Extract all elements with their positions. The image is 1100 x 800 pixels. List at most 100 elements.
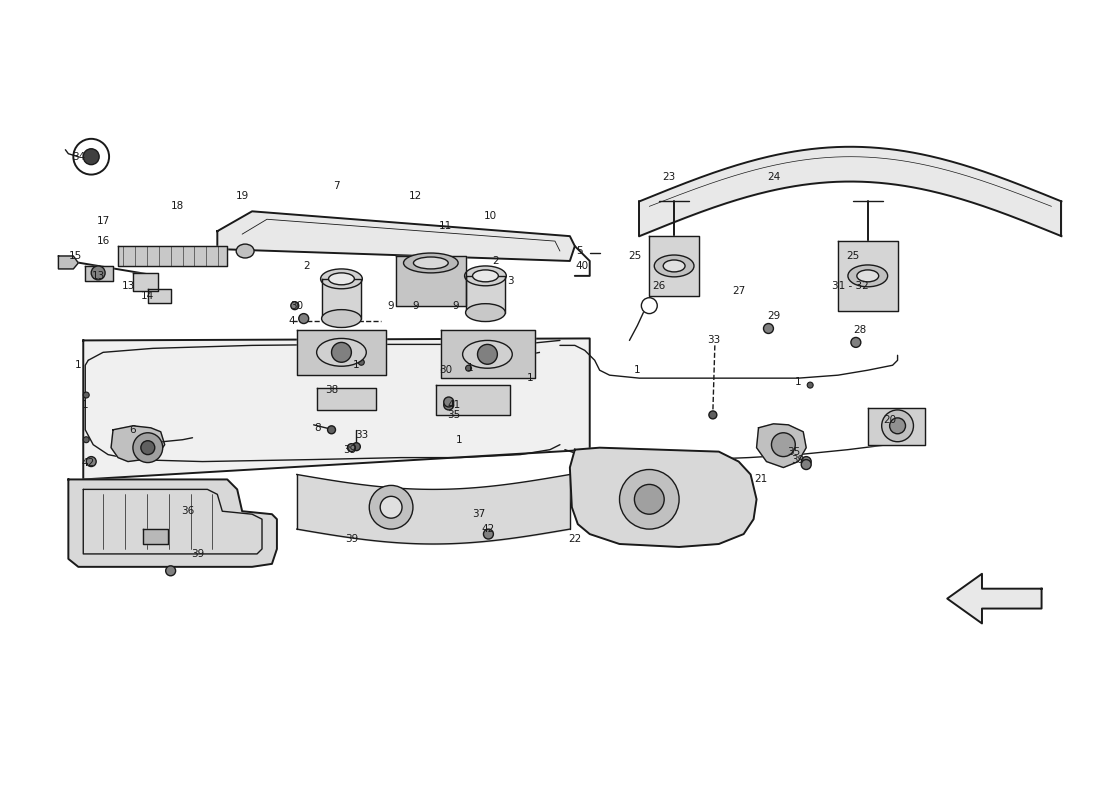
Ellipse shape xyxy=(414,257,448,269)
Text: 12: 12 xyxy=(409,191,422,202)
Ellipse shape xyxy=(320,269,362,289)
Polygon shape xyxy=(465,276,505,313)
Ellipse shape xyxy=(463,341,513,368)
Circle shape xyxy=(86,457,96,466)
Text: 39: 39 xyxy=(343,445,356,454)
Polygon shape xyxy=(436,385,510,415)
Text: 31 - 32: 31 - 32 xyxy=(832,281,868,290)
Text: 29: 29 xyxy=(767,310,780,321)
Text: 14: 14 xyxy=(141,290,154,301)
Text: 4: 4 xyxy=(288,315,295,326)
Circle shape xyxy=(299,314,309,323)
Text: 13: 13 xyxy=(121,281,134,290)
Text: 16: 16 xyxy=(97,236,110,246)
Ellipse shape xyxy=(404,253,458,273)
Ellipse shape xyxy=(663,260,685,272)
Circle shape xyxy=(801,457,811,466)
Ellipse shape xyxy=(654,255,694,277)
Circle shape xyxy=(443,400,453,410)
Text: 17: 17 xyxy=(97,216,110,226)
Text: 9: 9 xyxy=(452,301,459,310)
Circle shape xyxy=(619,470,679,529)
Text: 24: 24 xyxy=(767,171,780,182)
Text: 1: 1 xyxy=(75,360,81,370)
Text: 39: 39 xyxy=(344,534,358,544)
Text: 28: 28 xyxy=(854,326,867,335)
Text: 39: 39 xyxy=(792,454,805,465)
Text: 9: 9 xyxy=(388,301,395,310)
Circle shape xyxy=(771,433,795,457)
Text: 20: 20 xyxy=(883,415,896,425)
Text: 22: 22 xyxy=(569,534,582,544)
Text: 19: 19 xyxy=(235,191,249,202)
Ellipse shape xyxy=(848,265,888,286)
Text: 23: 23 xyxy=(662,171,675,182)
Ellipse shape xyxy=(857,270,879,282)
Text: 7: 7 xyxy=(333,182,340,191)
Polygon shape xyxy=(118,246,228,266)
Polygon shape xyxy=(143,529,167,544)
Circle shape xyxy=(635,485,664,514)
Text: 9: 9 xyxy=(412,301,419,310)
Ellipse shape xyxy=(473,270,498,282)
Polygon shape xyxy=(317,388,376,410)
Text: 2: 2 xyxy=(492,256,498,266)
Text: 13: 13 xyxy=(91,271,104,281)
Text: 35: 35 xyxy=(786,446,800,457)
Text: 25: 25 xyxy=(846,251,859,261)
Text: 38: 38 xyxy=(324,385,338,395)
Polygon shape xyxy=(297,330,386,375)
Ellipse shape xyxy=(464,266,506,286)
Text: 41: 41 xyxy=(447,400,460,410)
Polygon shape xyxy=(947,574,1042,623)
Text: 33: 33 xyxy=(707,335,721,346)
Text: 1: 1 xyxy=(81,400,89,410)
Text: 1: 1 xyxy=(455,434,462,445)
Text: 35: 35 xyxy=(447,410,460,420)
Text: 42: 42 xyxy=(81,458,95,467)
Polygon shape xyxy=(133,273,157,290)
Text: 11: 11 xyxy=(439,222,452,231)
Circle shape xyxy=(381,496,402,518)
Polygon shape xyxy=(649,236,698,296)
Ellipse shape xyxy=(465,304,505,322)
Circle shape xyxy=(477,344,497,364)
Polygon shape xyxy=(757,424,806,467)
Text: 1: 1 xyxy=(468,363,474,374)
Text: 5: 5 xyxy=(576,246,583,256)
Text: 18: 18 xyxy=(170,202,184,211)
Text: 40: 40 xyxy=(575,261,589,271)
Circle shape xyxy=(807,382,813,388)
Circle shape xyxy=(443,397,453,407)
Circle shape xyxy=(84,149,99,165)
Text: 15: 15 xyxy=(68,251,81,261)
Circle shape xyxy=(348,444,355,452)
Circle shape xyxy=(708,411,717,419)
Text: 34: 34 xyxy=(72,152,85,162)
Text: 1: 1 xyxy=(353,360,360,370)
Circle shape xyxy=(84,392,89,398)
Circle shape xyxy=(84,437,89,442)
Circle shape xyxy=(851,338,861,347)
Text: 42: 42 xyxy=(482,524,495,534)
Polygon shape xyxy=(321,279,361,318)
Text: 30: 30 xyxy=(290,301,304,310)
Polygon shape xyxy=(570,448,757,547)
Polygon shape xyxy=(868,408,925,445)
Text: 26: 26 xyxy=(652,281,666,290)
Text: 8: 8 xyxy=(315,423,321,433)
Circle shape xyxy=(763,323,773,334)
Polygon shape xyxy=(218,211,575,261)
Polygon shape xyxy=(58,256,78,269)
Ellipse shape xyxy=(329,273,354,285)
Text: 25: 25 xyxy=(628,251,641,261)
Polygon shape xyxy=(838,241,898,310)
Polygon shape xyxy=(111,426,165,462)
Ellipse shape xyxy=(321,310,361,327)
Circle shape xyxy=(331,342,351,362)
Text: 6: 6 xyxy=(130,425,136,434)
Circle shape xyxy=(465,366,472,371)
Text: 30: 30 xyxy=(439,366,452,375)
Text: 10: 10 xyxy=(484,211,497,222)
Text: 37: 37 xyxy=(472,510,485,519)
